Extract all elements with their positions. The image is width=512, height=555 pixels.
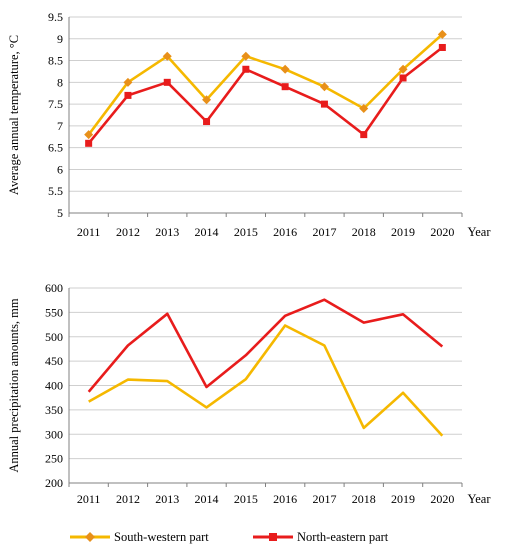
data-point-north-eastern	[124, 91, 132, 99]
y-tick-label: 9.5	[48, 10, 63, 24]
series-line-north-eastern	[87, 298, 444, 393]
x-tick-label: 2019	[391, 492, 415, 506]
legend-label-south-western: South-western part	[114, 530, 209, 544]
y-tick-label: 500	[45, 330, 63, 344]
x-tick-label: 2011	[77, 492, 101, 506]
precipitation-chart: 200 250 300 350 400 450 500 550 600 2011 2012 2013 2…	[7, 281, 491, 506]
data-point-south-western	[398, 64, 408, 74]
data-point-north-eastern	[203, 118, 211, 126]
series-line-south-western	[88, 324, 444, 437]
y-tick-label: 9	[57, 32, 63, 46]
data-point-north-eastern	[399, 74, 407, 82]
y-tick-label: 6.5	[48, 141, 63, 155]
y-tick-label: 600	[45, 281, 63, 295]
x-tick-label: 2018	[352, 225, 376, 239]
x-tick-label: 2016	[273, 225, 297, 239]
data-point-south-western	[359, 103, 369, 113]
data-point-north-eastern	[85, 139, 93, 147]
y-tick-label: 450	[45, 354, 63, 368]
legend: South-western part North-eastern part	[70, 530, 389, 544]
x-tick-label: 2014	[195, 225, 219, 239]
x-tick-label: 2012	[116, 225, 140, 239]
x-tick-label: 2015	[234, 492, 258, 506]
series-line-north-eastern	[87, 46, 444, 145]
data-point-south-western	[319, 82, 329, 92]
data-point-south-western	[241, 51, 251, 61]
x-tick-label: 2019	[391, 225, 415, 239]
y-tick-label: 200	[45, 476, 63, 490]
x-tick-label: 2016	[273, 492, 297, 506]
data-point-north-eastern	[438, 43, 446, 51]
x-tick-label: 2020	[430, 492, 454, 506]
y-tick-label: 7.5	[48, 97, 63, 111]
y-tick-label: 250	[45, 452, 63, 466]
x-tick-label: 2012	[116, 492, 140, 506]
y-tick-label: 6	[57, 162, 63, 176]
y-tick-label: 400	[45, 379, 63, 393]
x-axis-title: Year	[467, 225, 491, 239]
legend-marker-north-eastern	[269, 533, 277, 541]
data-point-south-western	[280, 64, 290, 74]
y-tick-label: 5	[57, 206, 63, 220]
legend-marker-south-western	[85, 532, 95, 542]
x-tick-label: 2020	[430, 225, 454, 239]
x-tick-label: 2018	[352, 492, 376, 506]
x-tick-label: 2015	[234, 225, 258, 239]
series-line-south-western	[87, 33, 444, 136]
x-tick-label: 2011	[77, 225, 101, 239]
data-point-south-western	[84, 130, 94, 140]
y-axis-title: Average annual temperature, °C	[7, 35, 21, 195]
y-tick-label: 8.5	[48, 54, 63, 68]
data-point-north-eastern	[242, 65, 250, 73]
x-tick-label: 2017	[312, 492, 336, 506]
x-tick-label: 2013	[155, 225, 179, 239]
data-point-south-western	[123, 77, 133, 87]
data-point-south-western	[202, 95, 212, 105]
temperature-chart: 5 5.5 6 6.5 7 7.5 8 8.5 9 9.5 2011 2012 2013 2014 2015…	[7, 10, 491, 239]
data-point-north-eastern	[281, 83, 289, 91]
x-tick-label: 2014	[195, 492, 219, 506]
y-tick-label: 7	[57, 119, 63, 133]
x-axis-title: Year	[467, 492, 491, 506]
data-point-north-eastern	[320, 100, 328, 108]
y-tick-label: 8	[57, 75, 63, 89]
data-point-north-eastern	[360, 131, 368, 139]
y-axis-title: Annual precipitation amounts, mm	[7, 298, 21, 473]
y-tick-label: 550	[45, 305, 63, 319]
y-tick-label: 350	[45, 403, 63, 417]
x-tick-label: 2013	[155, 492, 179, 506]
data-point-north-eastern	[163, 78, 171, 86]
data-point-south-western	[437, 29, 447, 39]
legend-label-north-eastern: North-eastern part	[297, 530, 389, 544]
x-tick-label: 2017	[312, 225, 336, 239]
y-tick-label: 5.5	[48, 184, 63, 198]
y-tick-label: 300	[45, 427, 63, 441]
data-point-south-western	[162, 51, 172, 61]
